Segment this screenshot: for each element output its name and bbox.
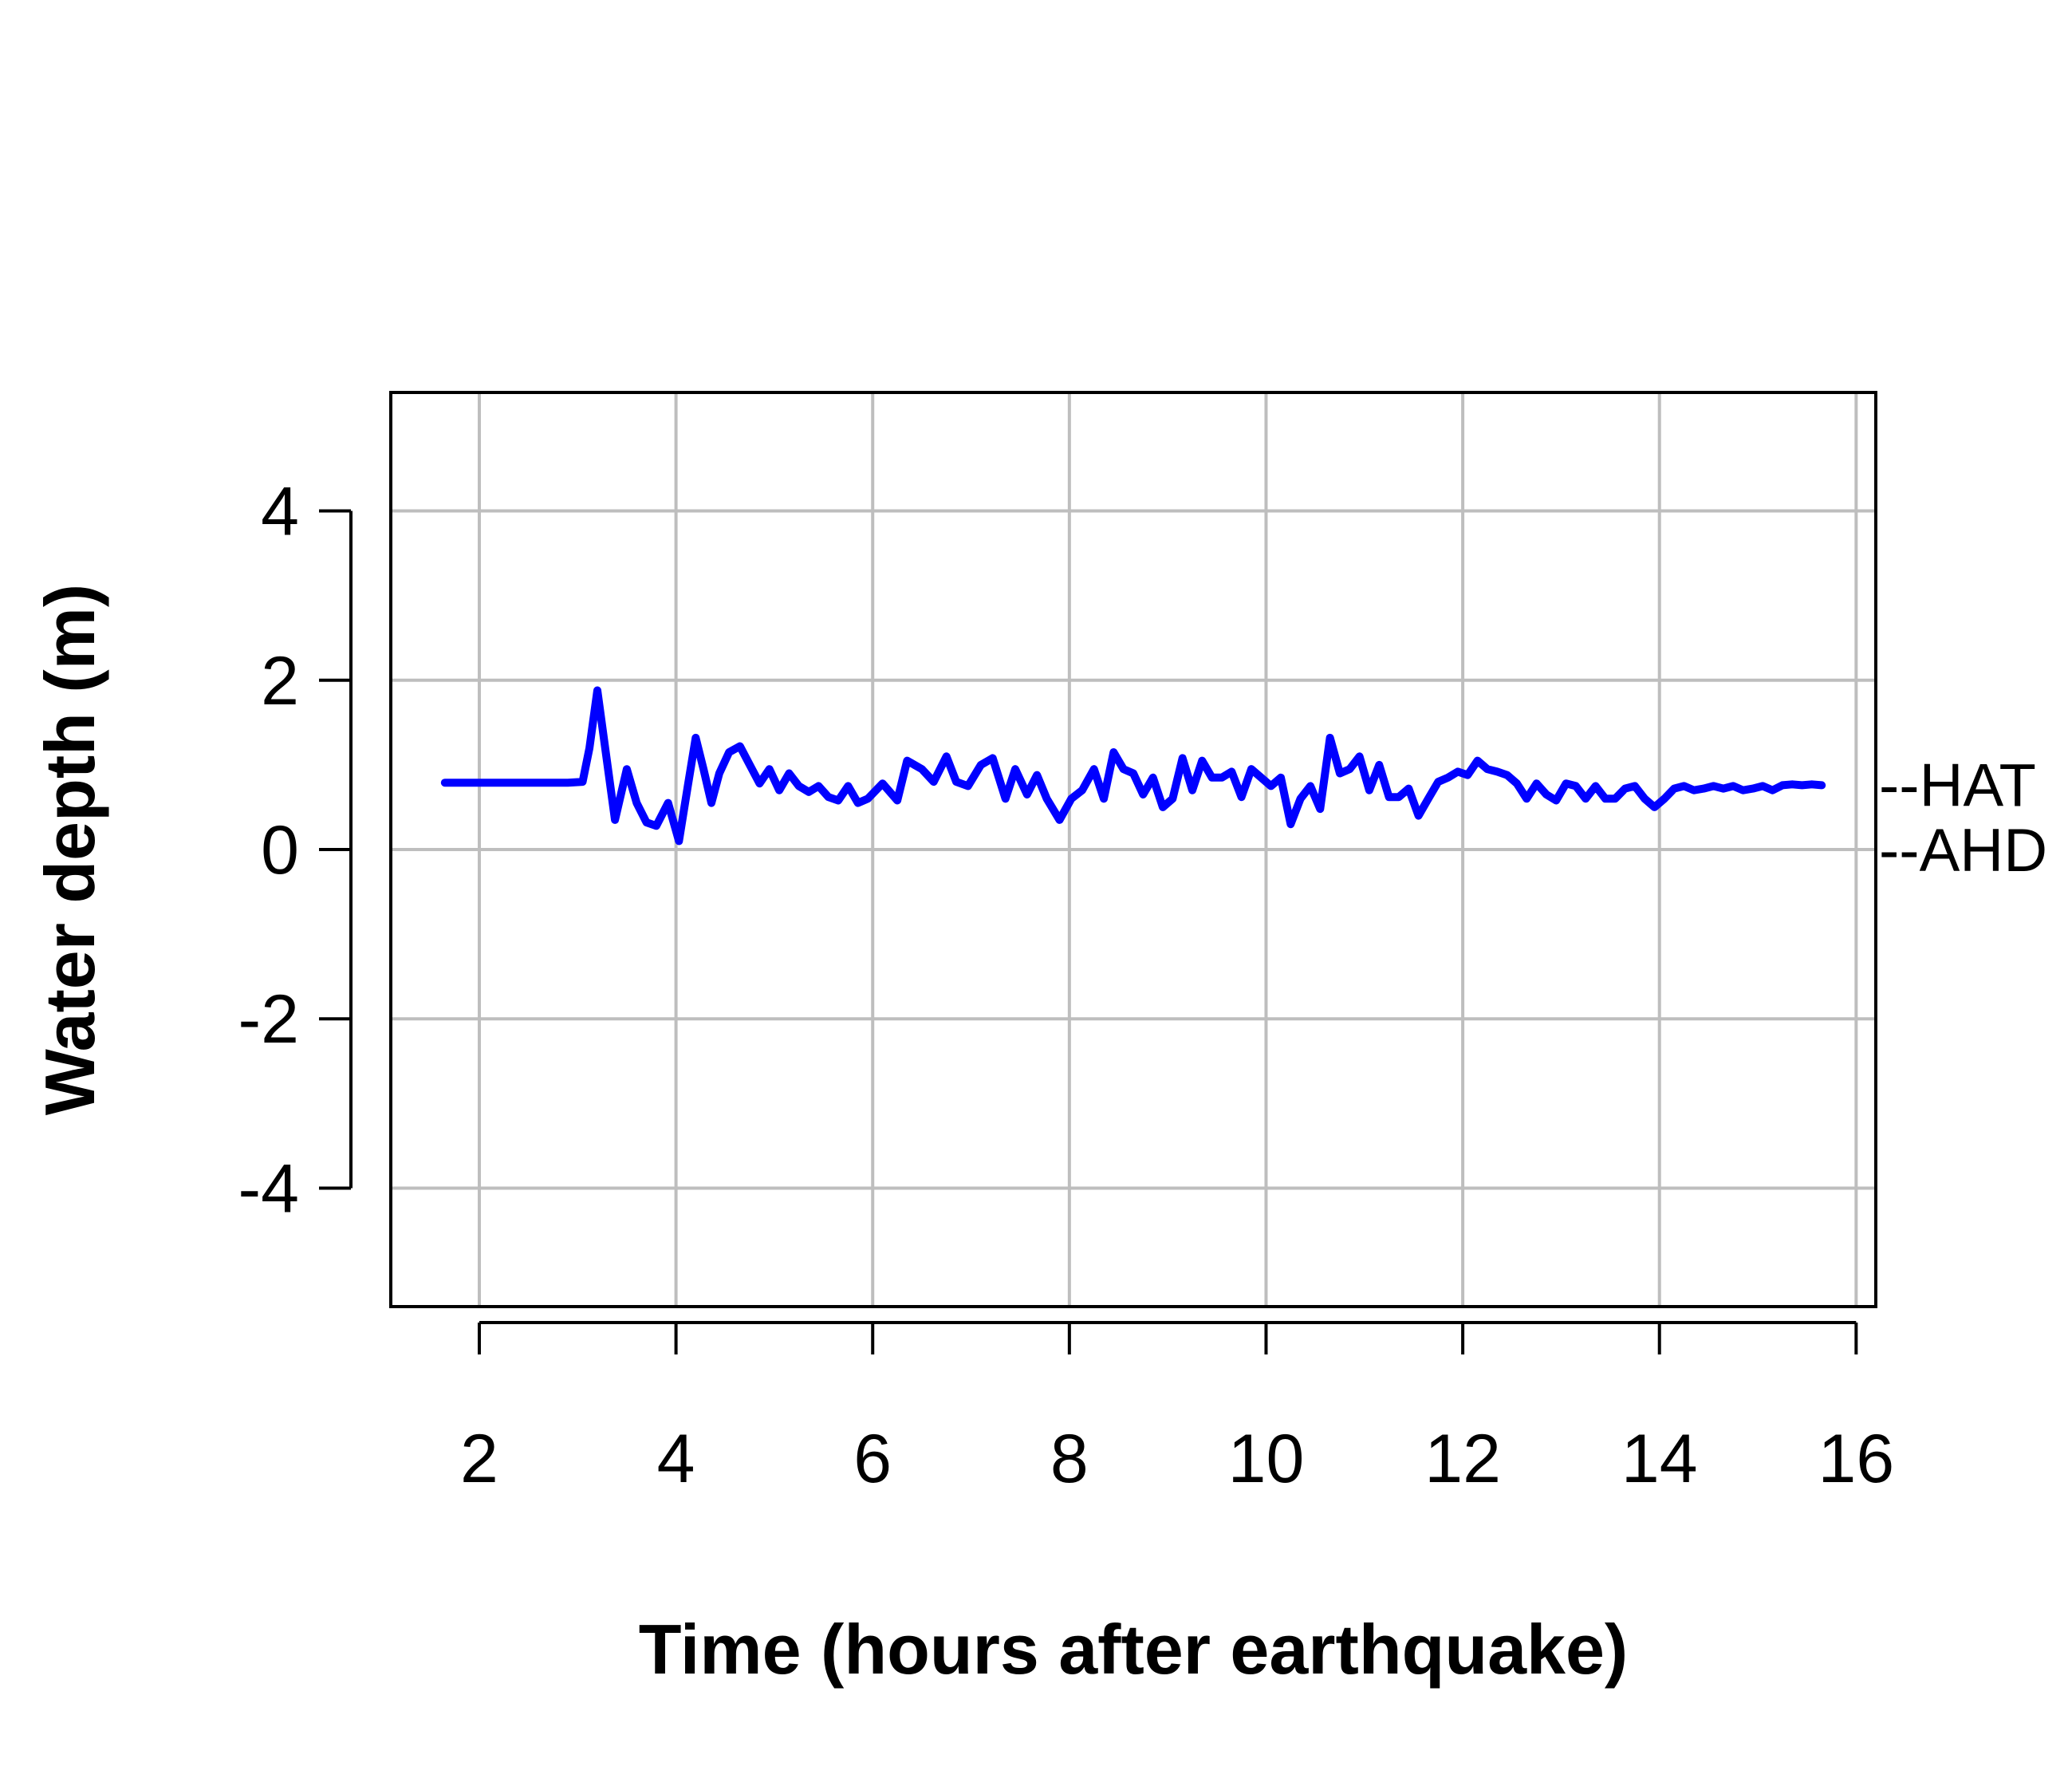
x-tick-label: 10 [1228,1421,1305,1497]
x-tick-label: 8 [1050,1421,1089,1497]
x-axis-title: Time (hours after earthquake) [639,1610,1628,1689]
x-axis: 2 4 6 8 10 12 14 16 [460,1321,1895,1497]
series-line [440,686,1826,846]
grid-lines [391,392,1876,1307]
y-tick-label: -4 [238,1150,299,1227]
x-tick-label: 16 [1818,1421,1895,1497]
y-axis: -4 -2 0 2 4 [238,474,353,1227]
y-tick-label: 0 [261,812,299,889]
y-tick-label: 2 [261,643,299,720]
series-layer [440,686,1826,846]
reference-label: --HAT [1879,751,2036,819]
y-tick-label: -2 [238,981,299,1058]
y-tick-label: 4 [261,474,299,550]
x-tick-label: 14 [1621,1421,1698,1497]
reference-level-labels: --HAT--AHD [1879,751,2047,885]
x-tick-label: 6 [853,1421,892,1497]
y-axis-title: Water depth (m) [30,584,109,1116]
x-tick-label: 12 [1424,1421,1501,1497]
plot-frame [389,391,1877,1308]
reference-label: --AHD [1879,817,2047,885]
x-tick-label: 2 [460,1421,498,1497]
x-tick-label: 4 [657,1421,695,1497]
